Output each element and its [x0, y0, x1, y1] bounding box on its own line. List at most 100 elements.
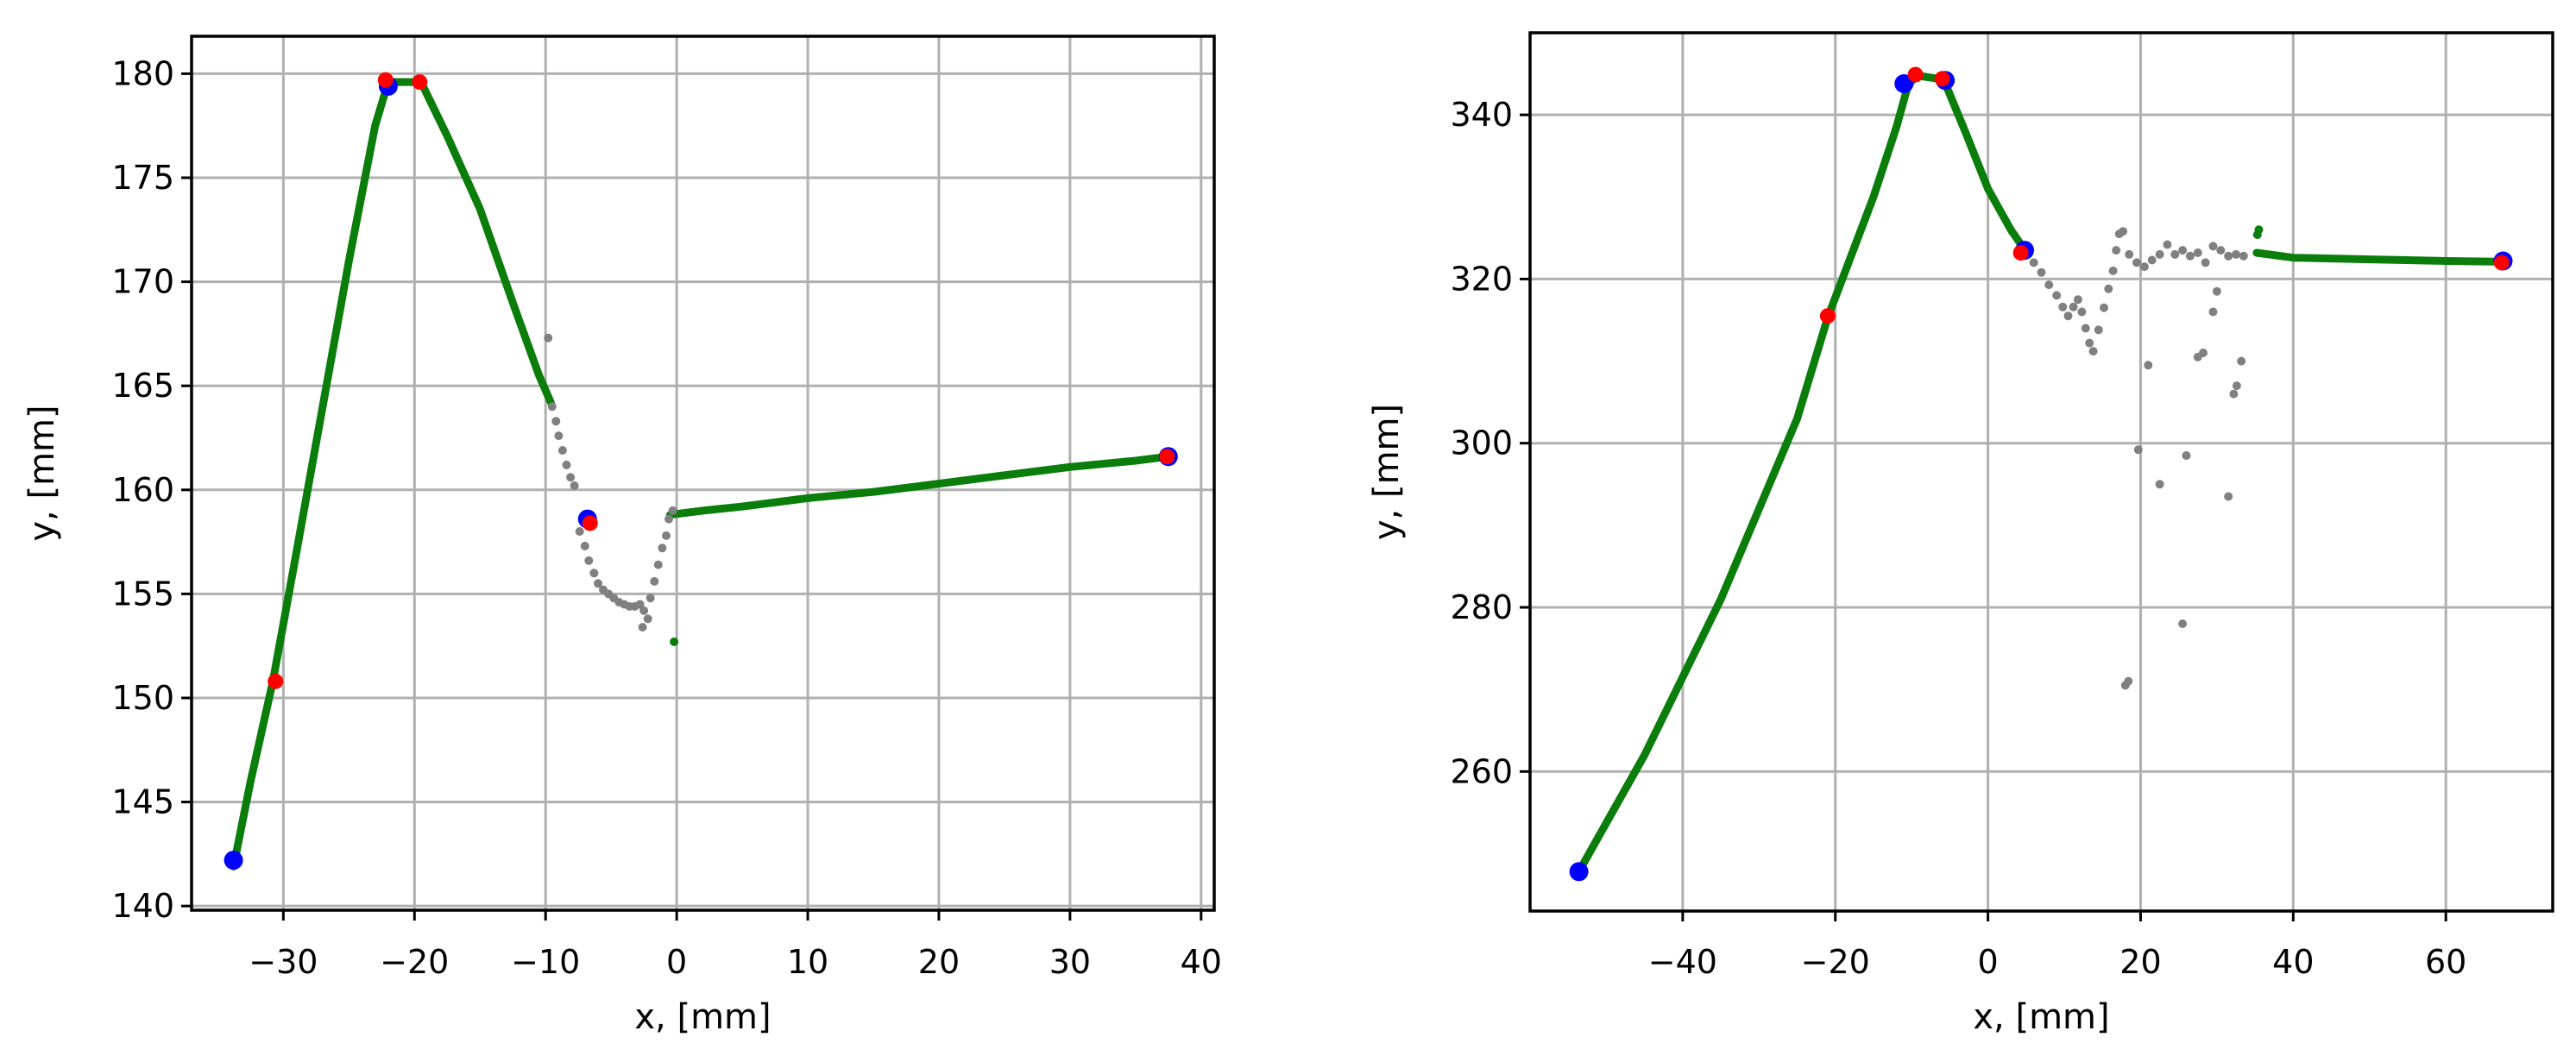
track-point: [670, 637, 679, 646]
noise-point: [589, 569, 599, 578]
noise-point: [594, 579, 602, 588]
noise-point: [570, 481, 579, 490]
noise-point: [639, 606, 649, 615]
noise-point: [2199, 349, 2208, 357]
noise-point: [2232, 249, 2240, 259]
noise-point: [643, 614, 652, 624]
noise-point: [544, 333, 553, 343]
noise-point: [662, 531, 671, 540]
y-tick-label: 280: [1450, 588, 1513, 626]
noise-point: [668, 506, 677, 515]
x-tick-label: −40: [1648, 943, 1717, 981]
noise-point: [580, 541, 589, 550]
y-tick-label: 175: [111, 159, 174, 197]
x-tick-label: −10: [511, 943, 580, 981]
y-tick-label: 140: [111, 887, 174, 925]
noise-point: [2224, 251, 2233, 261]
plot-area: [224, 72, 1178, 871]
axes-frame: [190, 35, 1216, 912]
y-axis-label: y, [mm]: [22, 405, 62, 541]
noise-point: [2208, 307, 2218, 317]
x-tick-label: 30: [1049, 943, 1091, 981]
noise-point: [653, 560, 663, 569]
noise-point: [584, 556, 594, 565]
y-tick-label: 180: [111, 54, 174, 92]
noise-point: [2063, 311, 2073, 321]
noise-point: [2193, 248, 2202, 257]
noise-point: [2155, 249, 2164, 259]
noise-point: [2124, 676, 2133, 686]
noise-point: [2073, 295, 2082, 305]
noise-point: [2178, 246, 2188, 255]
noise-point: [2212, 286, 2221, 296]
noise-point: [658, 544, 667, 553]
track-line: [230, 78, 393, 871]
noise-point: [2144, 361, 2153, 370]
noise-point: [2216, 246, 2226, 255]
x-tick-label: 20: [918, 943, 960, 981]
track-point: [2252, 230, 2262, 239]
noise-point: [566, 473, 576, 482]
y-tick-label: 150: [111, 679, 174, 717]
keypoints-point: [2012, 245, 2029, 261]
noise-point: [547, 402, 557, 412]
keypoints-point: [1159, 449, 1175, 465]
noise-point: [2052, 291, 2062, 300]
axes-frame: [1528, 31, 2554, 913]
y-tick-label: 160: [111, 471, 174, 509]
noise-point: [2088, 347, 2098, 356]
noise-point: [664, 514, 673, 524]
endpoints-point: [1569, 862, 1589, 882]
noise-point: [2125, 249, 2134, 259]
noise-point: [2108, 266, 2118, 275]
noise-point: [2112, 246, 2121, 255]
x-tick-label: 0: [1978, 943, 1999, 981]
left-plot-panel: −30 −20 −10 0 10 20 30 40 140 145 150 155 160 165 170 1…: [22, 35, 1222, 1037]
x-tick-label: 40: [2272, 943, 2314, 981]
noise-point: [551, 417, 561, 426]
x-tick-label: −30: [249, 943, 318, 981]
noise-point: [2201, 258, 2210, 267]
right-plot-panel: −40 −20 0 20 40 60 260 280 300 320 340 x, [mm] y, [m…: [1367, 31, 2554, 1037]
noise-point: [2237, 356, 2246, 366]
noise-point: [2037, 267, 2046, 277]
noise-point: [575, 527, 584, 536]
y-tick-label: 260: [1450, 752, 1513, 790]
noise-point: [2119, 227, 2128, 236]
noise-point: [2155, 480, 2164, 489]
noise-point: [2208, 242, 2218, 251]
y-tick-label: 320: [1450, 260, 1513, 298]
noise-point: [2077, 307, 2087, 317]
endpoints-point: [224, 851, 243, 871]
track-line: [417, 78, 555, 406]
noise-point: [2182, 451, 2191, 460]
noise-point: [646, 594, 655, 603]
x-tick-label: 0: [666, 943, 687, 981]
x-axis-label: x, [mm]: [634, 997, 771, 1037]
keypoints-point: [1934, 71, 1950, 87]
track-line: [666, 452, 1173, 519]
noise-point: [2139, 262, 2149, 272]
noise-point: [2133, 445, 2143, 455]
noise-point: [557, 446, 567, 455]
track-line: [1575, 72, 1920, 876]
plot-area: [1569, 66, 2513, 882]
noise-point: [2170, 249, 2180, 259]
y-tick-label: 340: [1450, 96, 1513, 134]
track-line: [2252, 248, 2507, 266]
noise-point: [562, 460, 571, 469]
keypoints-point: [268, 673, 284, 689]
noise-point: [2044, 280, 2054, 290]
noise-point: [2178, 619, 2188, 628]
x-tick-label: 60: [2425, 943, 2466, 981]
noise-point: [2229, 389, 2239, 399]
y-tick-label: 300: [1450, 424, 1513, 462]
noise-point: [635, 600, 645, 609]
keypoints-point: [412, 74, 428, 91]
noise-point: [2132, 258, 2141, 267]
x-tick-label: 40: [1181, 943, 1222, 981]
noise-point: [2085, 338, 2094, 348]
noise-point: [2163, 240, 2172, 249]
keypoints-point: [2493, 255, 2510, 271]
noise-point: [2081, 324, 2090, 333]
